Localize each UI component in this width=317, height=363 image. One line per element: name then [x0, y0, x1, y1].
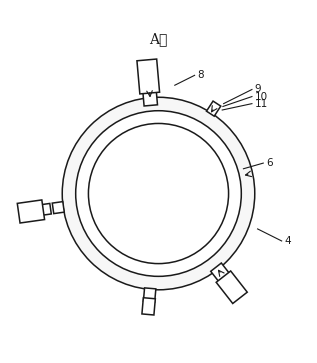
Polygon shape: [52, 201, 64, 213]
Polygon shape: [137, 59, 159, 94]
Polygon shape: [62, 97, 255, 290]
Text: 6: 6: [266, 158, 273, 168]
Text: 11: 11: [255, 99, 268, 109]
Text: 9: 9: [255, 85, 262, 94]
Polygon shape: [211, 263, 232, 285]
Polygon shape: [143, 288, 156, 302]
Polygon shape: [216, 271, 247, 303]
Polygon shape: [142, 298, 155, 315]
Polygon shape: [206, 101, 221, 116]
Polygon shape: [36, 203, 51, 216]
Polygon shape: [17, 200, 45, 223]
Polygon shape: [142, 78, 158, 106]
Text: 4: 4: [284, 236, 291, 246]
Text: A向: A向: [149, 32, 168, 46]
Text: 8: 8: [197, 70, 204, 80]
Text: 10: 10: [255, 91, 268, 102]
Circle shape: [62, 97, 255, 290]
